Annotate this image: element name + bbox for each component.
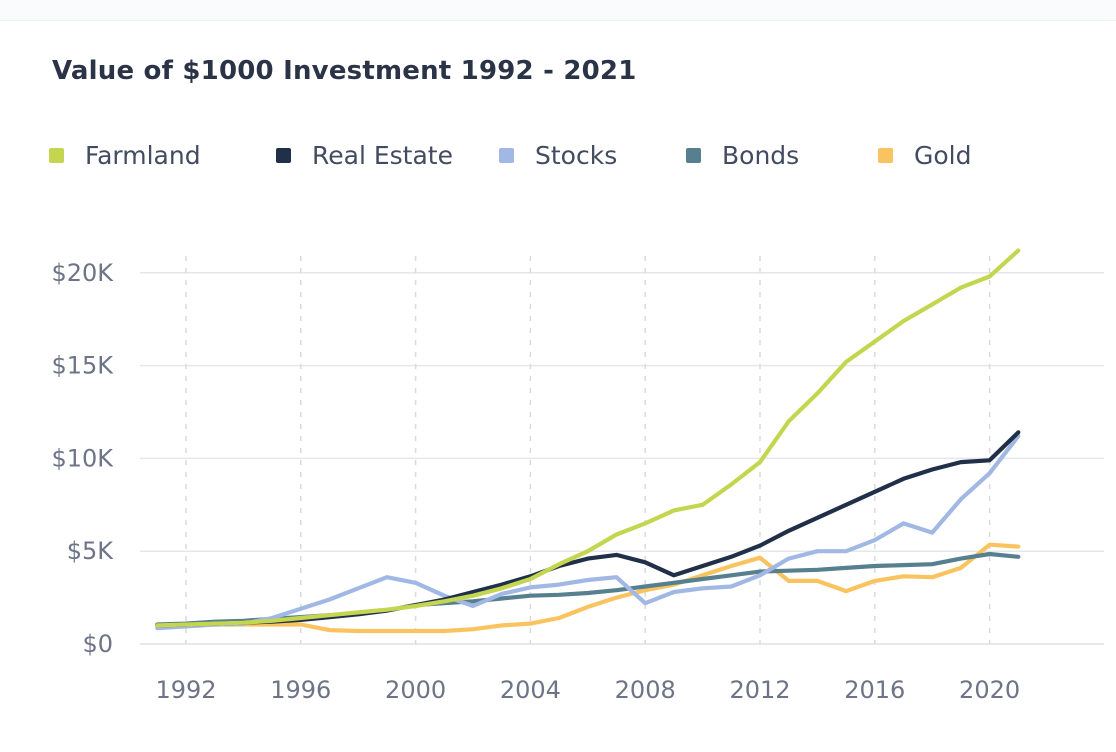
series-line-stocks — [155, 434, 1021, 631]
chart-legend: Farmland Real Estate Stocks Bonds Gold — [0, 141, 1116, 170]
legend-item-stocks[interactable]: Stocks — [499, 141, 617, 170]
x-tick-label: 2000 — [385, 676, 446, 704]
legend-label: Farmland — [85, 141, 201, 170]
series-line-gold — [155, 542, 1021, 634]
y-tick-label: $20K — [51, 259, 114, 287]
legend-swatch-stocks — [499, 148, 514, 163]
legend-label: Stocks — [535, 141, 618, 170]
legend-item-farmland[interactable]: Farmland — [49, 141, 201, 170]
chart-title: Value of $1000 Investment 1992 - 2021 — [52, 56, 637, 86]
x-tick-label: 2008 — [615, 676, 676, 704]
x-tick-label: 2012 — [729, 676, 790, 704]
x-tick-label: 2016 — [844, 676, 905, 704]
y-tick-label: $5K — [67, 537, 115, 565]
top-border-strip — [0, 0, 1116, 21]
legend-item-real-estate[interactable]: Real Estate — [276, 141, 453, 170]
x-tick-label: 1992 — [155, 676, 216, 704]
x-tick-label: 2004 — [500, 676, 561, 704]
legend-label: Real Estate — [312, 141, 453, 170]
legend-swatch-gold — [878, 148, 893, 163]
legend-swatch-bonds — [686, 148, 701, 163]
x-tick-label: 1996 — [270, 676, 331, 704]
legend-swatch-farmland — [49, 148, 64, 163]
series-line-farmland — [155, 248, 1021, 628]
y-tick-label: $10K — [51, 444, 114, 472]
legend-item-bonds[interactable]: Bonds — [686, 141, 799, 170]
legend-label: Gold — [914, 141, 972, 170]
legend-swatch-real-estate — [276, 148, 291, 163]
x-tick-label: 2020 — [959, 676, 1020, 704]
legend-item-gold[interactable]: Gold — [878, 141, 971, 170]
series-line-real-estate — [155, 430, 1021, 628]
y-tick-label: $15K — [51, 352, 114, 380]
y-tick-label: $0 — [82, 630, 113, 658]
legend-label: Bonds — [722, 141, 800, 170]
